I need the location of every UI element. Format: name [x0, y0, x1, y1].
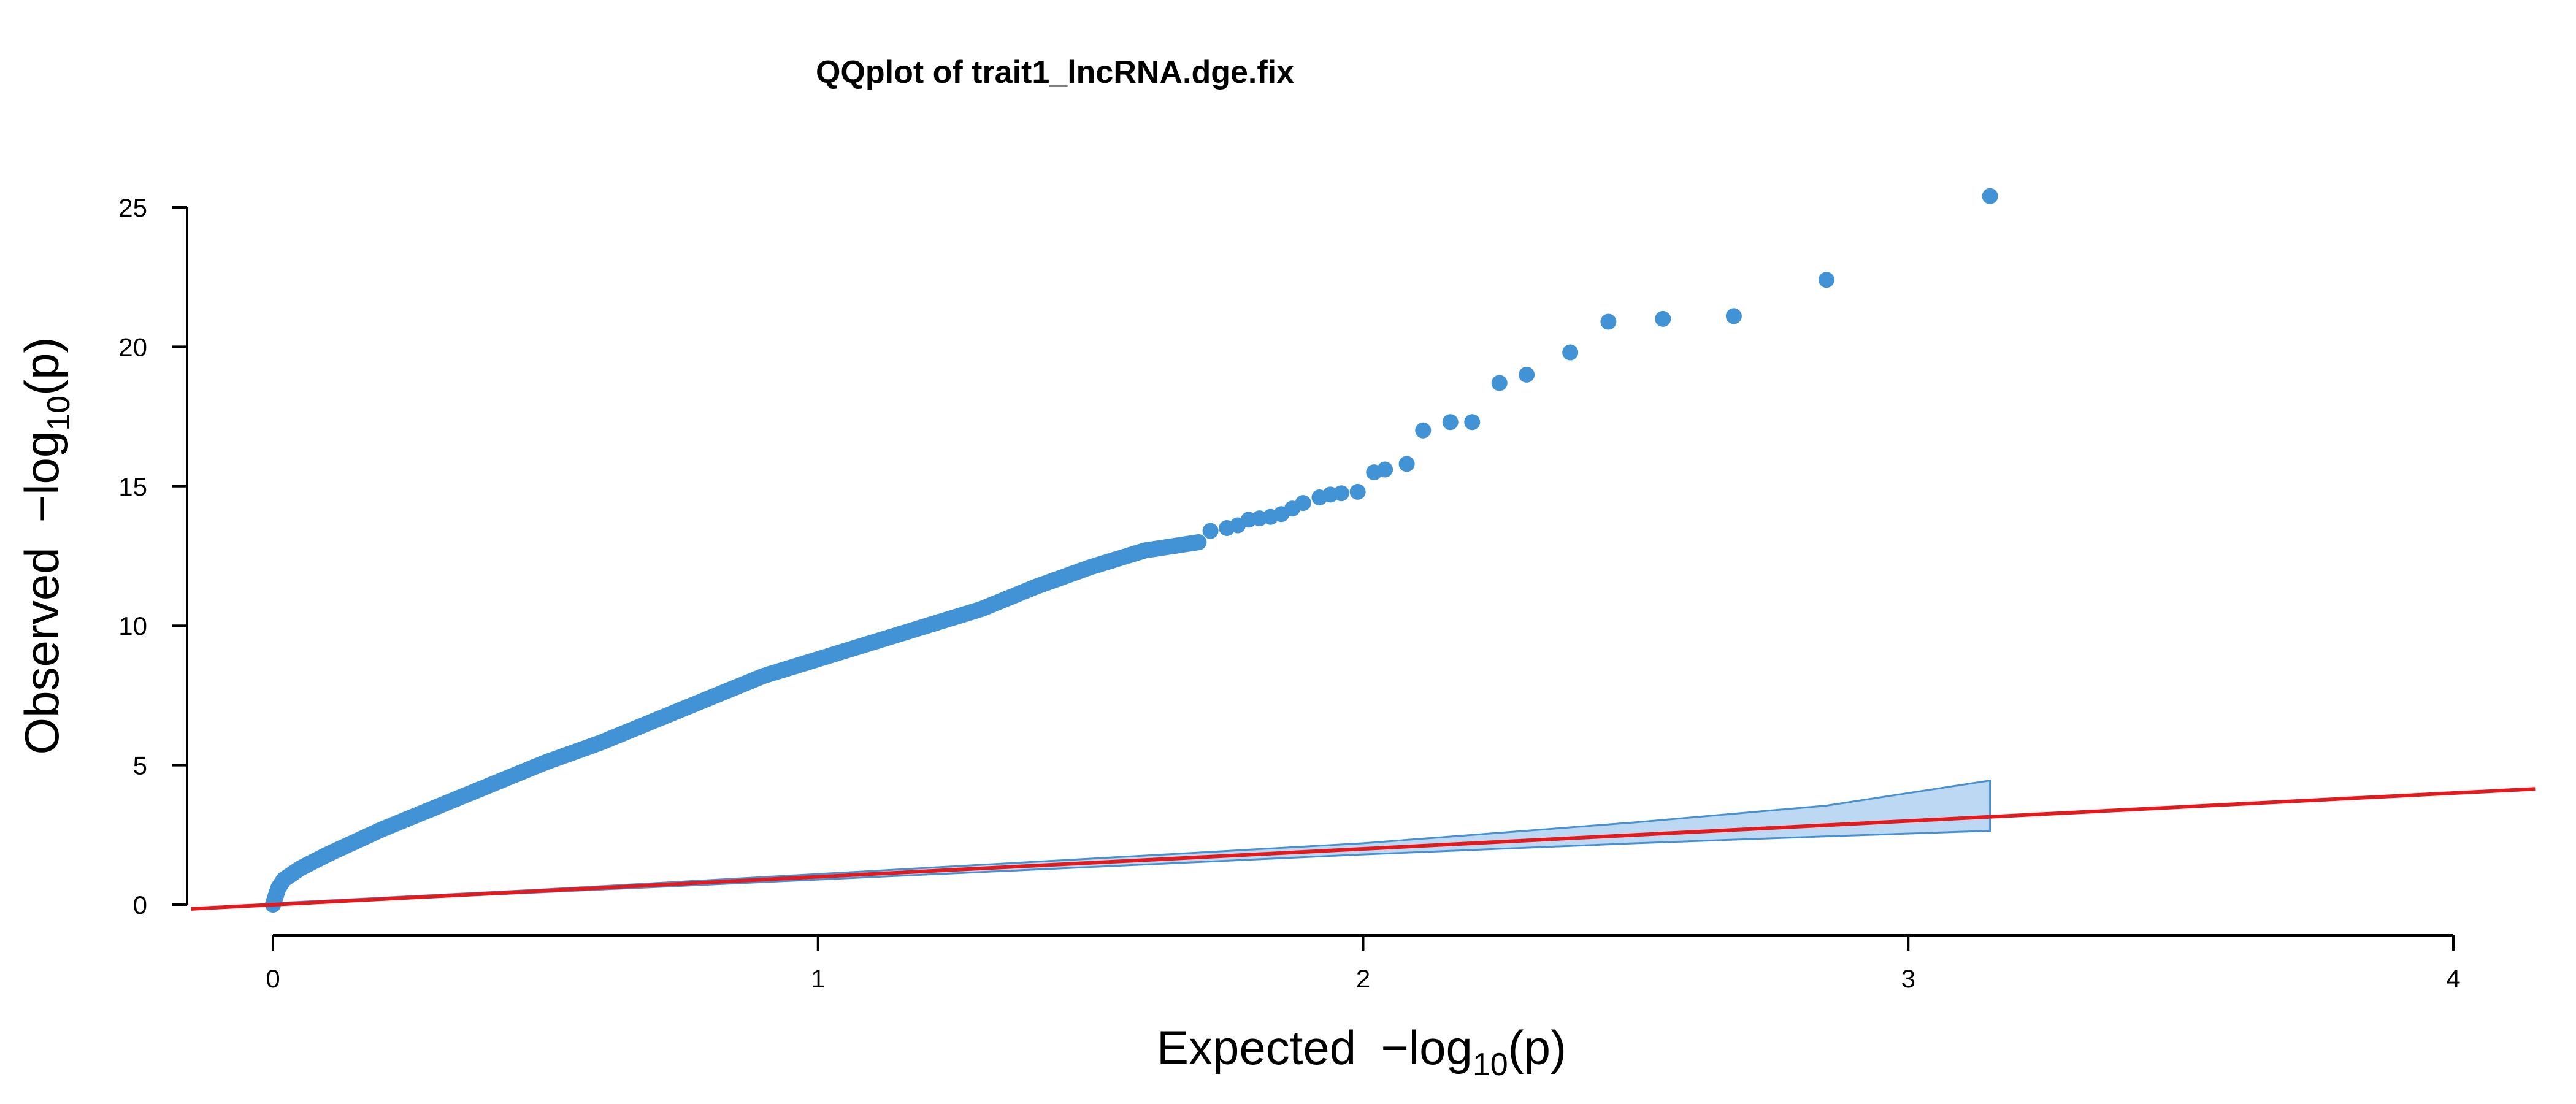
y-axis-label-sub: 10: [41, 396, 77, 431]
data-point: [1982, 188, 1998, 204]
x-tick-label: 0: [266, 964, 280, 993]
data-point: [1519, 366, 1535, 383]
x-axis-label-expr: −log: [1381, 1021, 1473, 1075]
data-point: [1415, 422, 1432, 439]
y-tick-label: 20: [118, 332, 147, 361]
x-axis-label-sub: 10: [1473, 1047, 1508, 1083]
y-tick-label: 15: [118, 472, 147, 501]
x-axis-label-tail: (p): [1508, 1021, 1566, 1075]
reference-line: [191, 787, 2536, 911]
data-point: [1491, 375, 1508, 391]
data-point: [1725, 308, 1742, 324]
observed-points: [265, 188, 1998, 913]
y-tick-label: 25: [118, 193, 147, 222]
data-point: [1190, 534, 1207, 550]
y-axis-label-tail: (p): [15, 337, 69, 396]
y-axis-label-expr: −log: [15, 431, 69, 523]
data-point: [1442, 414, 1459, 431]
x-axis-label: Expected −log10(p): [1157, 1021, 1566, 1083]
confidence-band: [272, 779, 1991, 906]
y-tick-label: 0: [133, 891, 147, 919]
x-axis: 0 1 2 3 4: [266, 934, 2461, 993]
data-point: [1562, 344, 1579, 361]
y-axis-label: Observed −log10(p): [15, 337, 77, 755]
data-point: [1464, 414, 1481, 431]
data-point: [1349, 483, 1366, 500]
chart-title: QQplot of trait1_lncRNA.dge.fix: [816, 55, 1294, 90]
plot-area: [191, 188, 2536, 913]
data-point: [1333, 485, 1349, 502]
y-axis-label-prefix: Observed: [15, 547, 69, 754]
x-tick-label: 2: [1356, 964, 1370, 993]
y-tick-label: 5: [133, 751, 147, 780]
x-tick-label: 3: [1901, 964, 1915, 993]
data-point: [1202, 523, 1219, 539]
y-tick-label: 10: [118, 611, 147, 640]
data-point: [1600, 313, 1617, 330]
data-point: [1398, 456, 1415, 472]
data-point: [1655, 310, 1671, 327]
x-tick-label: 1: [811, 964, 825, 993]
data-point: [1818, 272, 1834, 288]
y-axis: 0 5 10 15 20 25: [118, 193, 188, 919]
data-point: [1377, 461, 1393, 478]
x-axis-label-prefix: Expected: [1157, 1021, 1356, 1075]
data-point: [1295, 495, 1311, 512]
x-tick-label: 4: [2446, 964, 2460, 993]
